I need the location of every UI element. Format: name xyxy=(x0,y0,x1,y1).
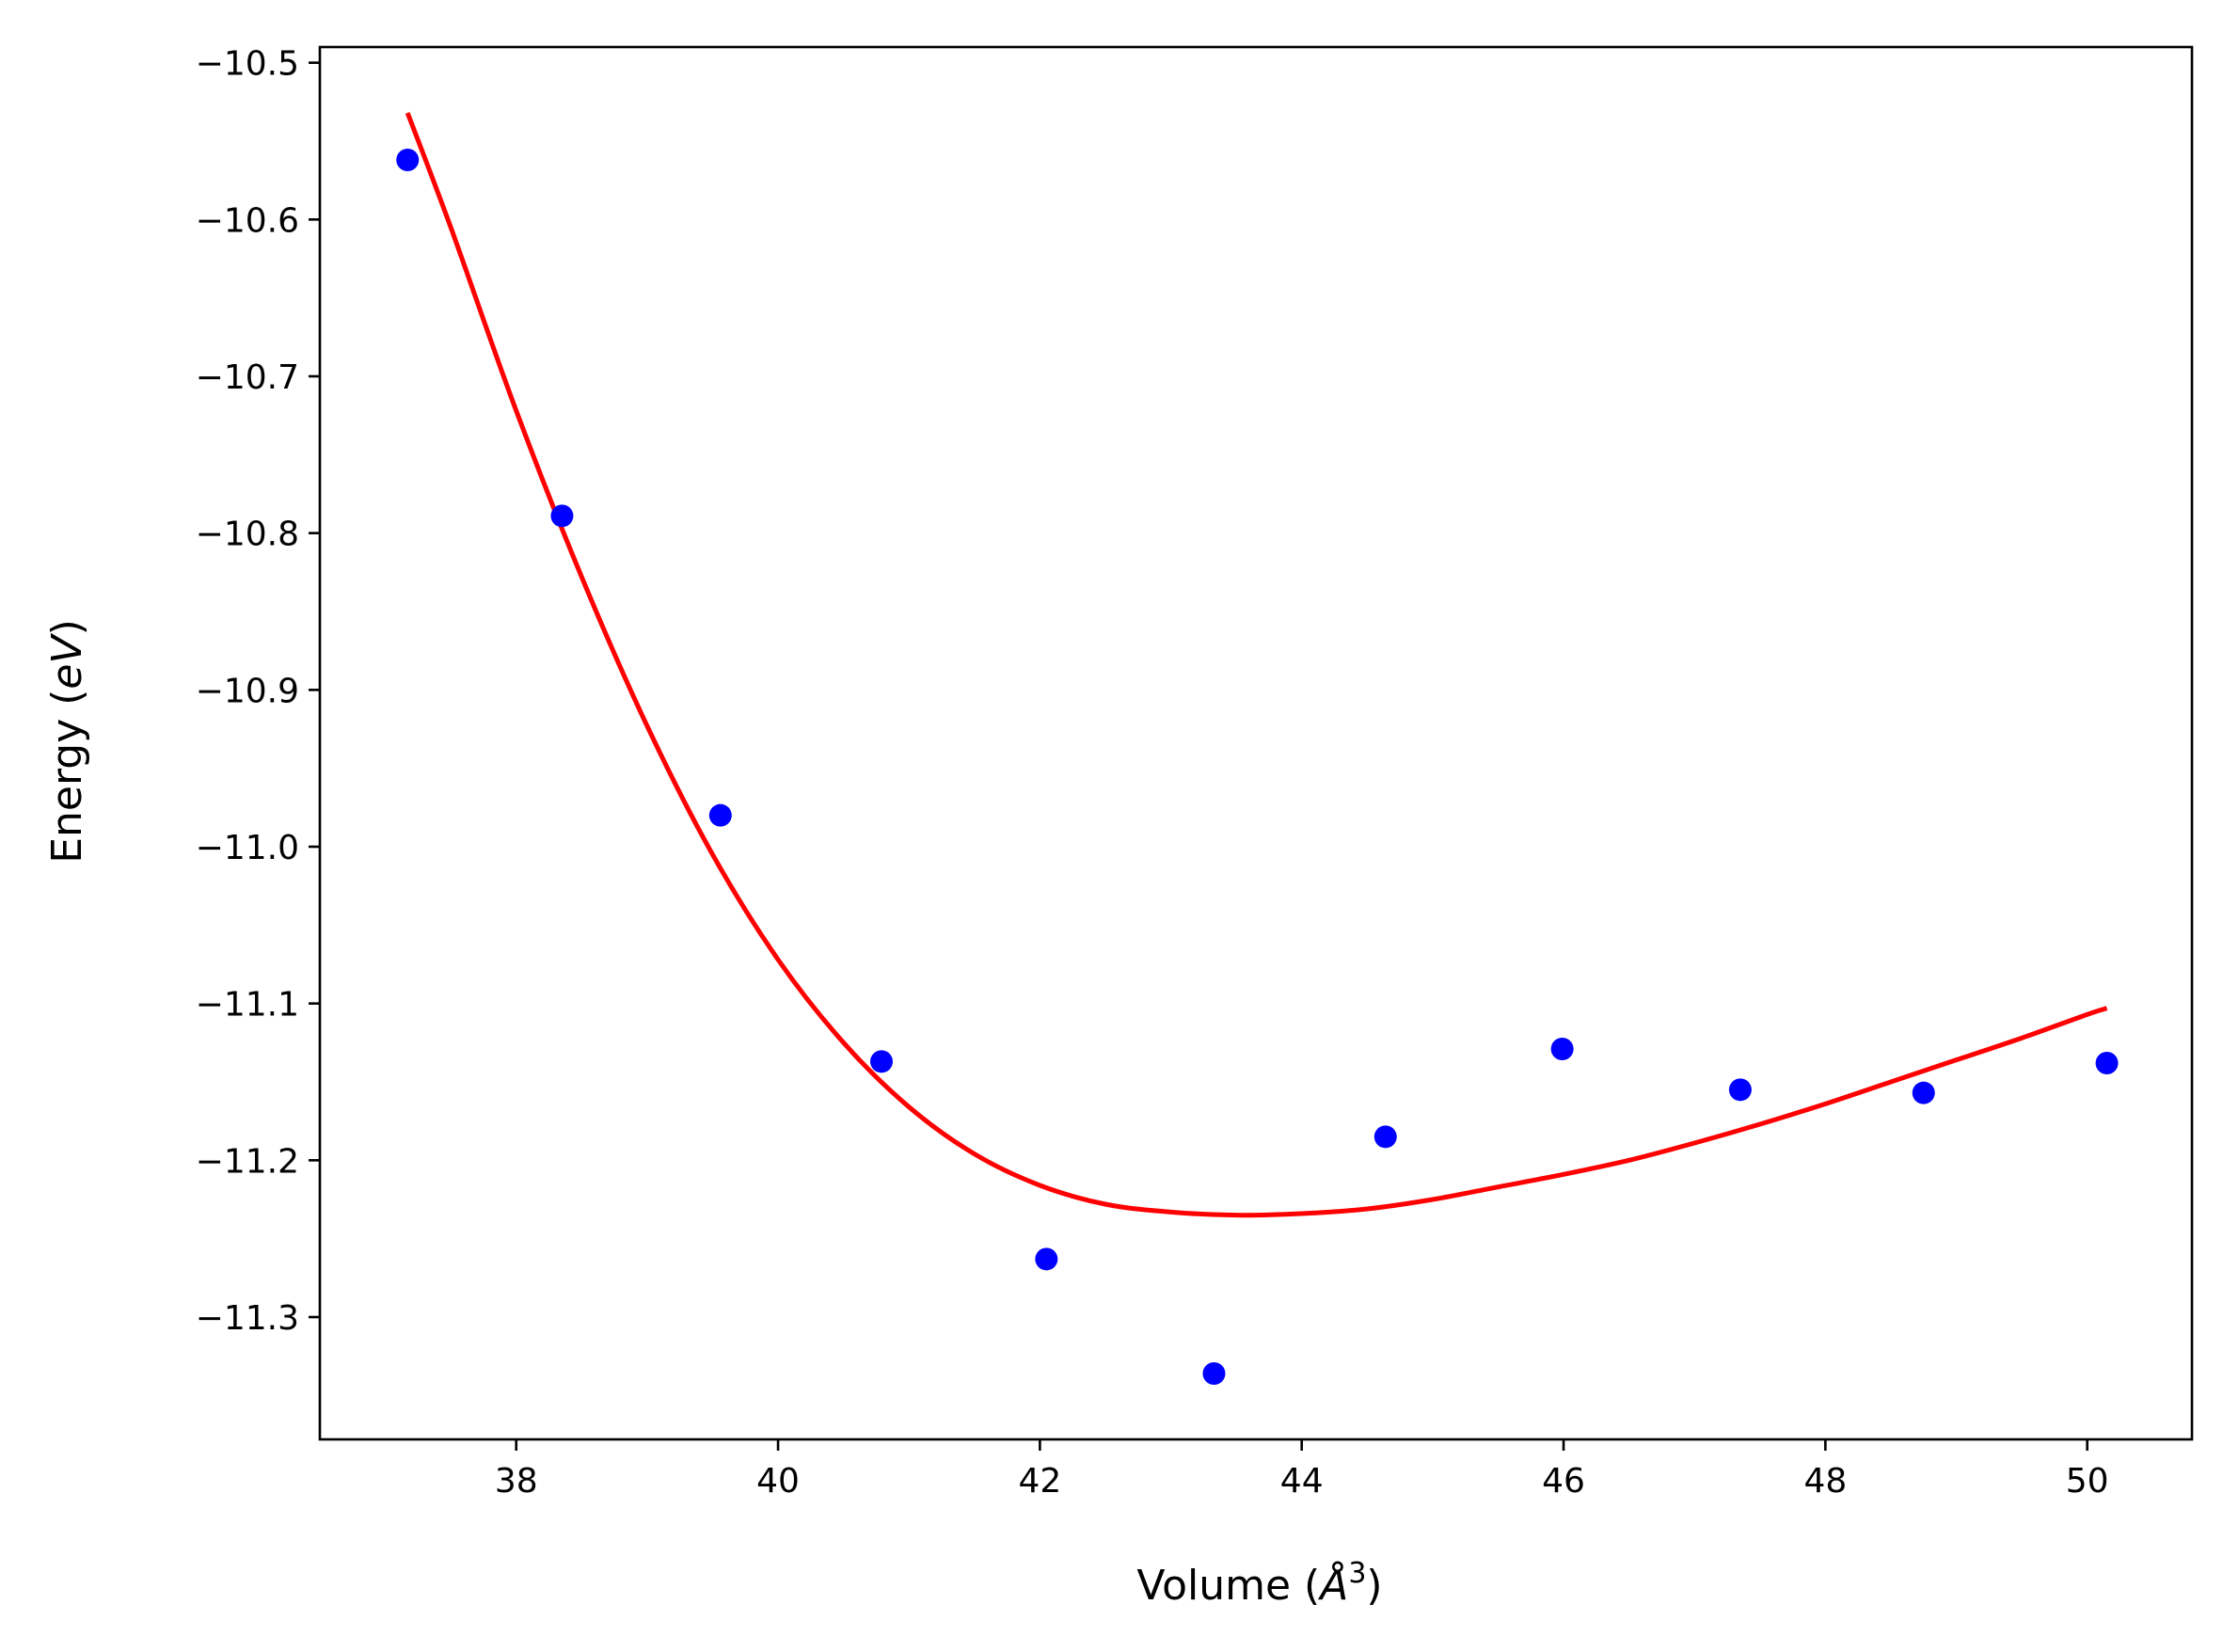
plot-frame xyxy=(318,45,2194,1441)
y-tick-label: −10.5 xyxy=(196,45,299,84)
y-tick-label: −11.2 xyxy=(196,1142,299,1181)
y-axis-label-unit: eV xyxy=(43,633,91,690)
x-tick-label: 44 xyxy=(1280,1462,1324,1501)
y-tick-label: −10.6 xyxy=(196,201,299,240)
x-tick-label: 46 xyxy=(1542,1462,1585,1501)
data-point xyxy=(1550,1038,1574,1060)
data-point xyxy=(1035,1247,1058,1271)
y-tick-label: −11.3 xyxy=(196,1299,299,1338)
y-axis-label: Energy (eV) xyxy=(43,619,91,864)
data-point xyxy=(1728,1078,1752,1102)
y-axis-label-prefix: Energy ( xyxy=(43,690,91,864)
y-axis-ticks: −10.5 −10.6 −10.7 −10.8 −10.9 −11.0 −11.1 −11.2… xyxy=(196,45,320,1338)
x-tick-label: 48 xyxy=(1803,1462,1847,1501)
x-tick-label: 40 xyxy=(756,1462,800,1501)
x-tick-label: 50 xyxy=(2066,1462,2109,1501)
x-axis-label-prefix: Volume ( xyxy=(1136,1562,1320,1610)
data-point xyxy=(1202,1362,1226,1385)
x-axis-label-unit: Å xyxy=(1317,1560,1348,1610)
y-tick-label: −10.9 xyxy=(196,672,299,710)
x-axis-label-suffix: ) xyxy=(1366,1562,1382,1610)
data-point xyxy=(708,803,732,827)
data-point xyxy=(550,504,574,528)
x-axis-label-exponent: 3 xyxy=(1348,1557,1366,1590)
x-tick-label: 38 xyxy=(495,1462,538,1501)
x-axis-label: Volume (Å3) xyxy=(1136,1557,1382,1610)
x-tick-label: 42 xyxy=(1018,1462,1061,1501)
y-tick-label: −11.1 xyxy=(196,986,299,1025)
y-tick-label: −11.0 xyxy=(196,829,299,867)
data-point xyxy=(396,149,420,171)
y-axis-label-suffix: ) xyxy=(43,619,91,635)
data-points-layer xyxy=(396,149,2119,1385)
data-point xyxy=(1912,1081,1935,1104)
data-point xyxy=(1373,1125,1397,1149)
fit-curve-line xyxy=(405,112,2108,1218)
fit-curve-layer xyxy=(405,112,2108,1218)
y-tick-label: −10.7 xyxy=(196,358,299,397)
y-tick-label: −10.8 xyxy=(196,516,299,554)
x-axis-ticks: 38 40 42 44 46 48 50 xyxy=(495,1439,2109,1501)
data-point xyxy=(2095,1052,2119,1074)
data-point xyxy=(870,1050,893,1073)
